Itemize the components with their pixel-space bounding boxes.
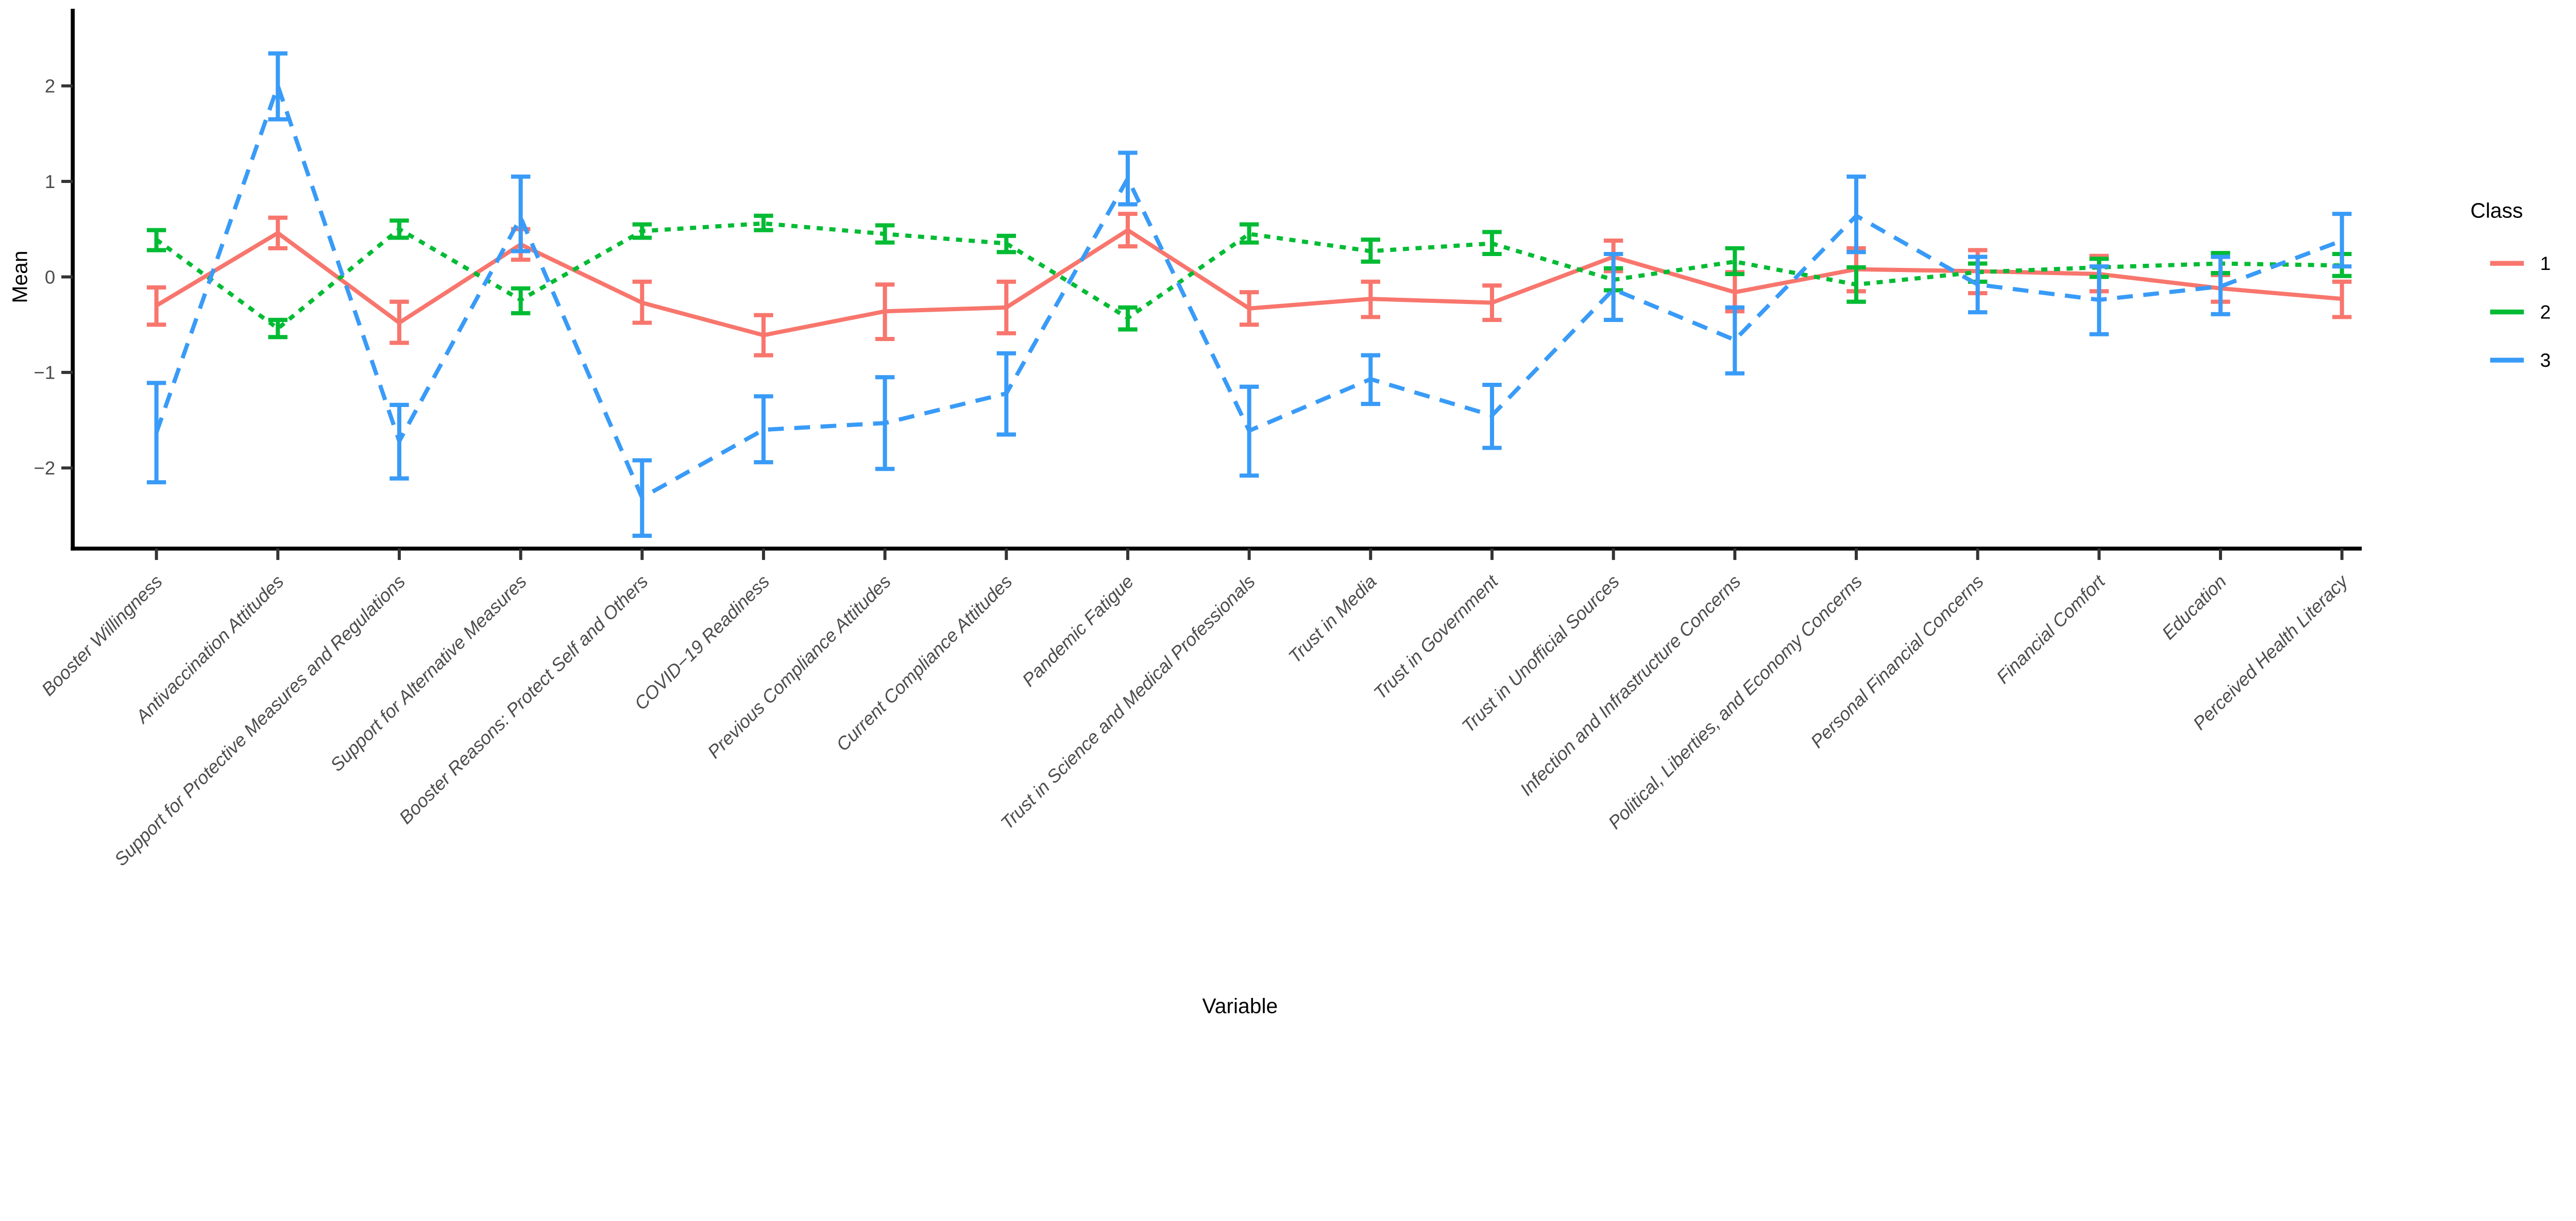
axes xyxy=(71,9,2362,551)
x-tick-label: Support for Protective Measures and Regu… xyxy=(110,571,409,870)
error-bar xyxy=(268,317,288,340)
x-tick-label: Booster Willingness xyxy=(38,571,166,700)
error-bar xyxy=(2332,212,2352,269)
error-bar xyxy=(268,51,288,122)
error-bar xyxy=(754,213,773,232)
y-tick-label: 2 xyxy=(45,75,55,96)
y-tick-label: 0 xyxy=(45,266,55,287)
error-bar xyxy=(1603,251,1623,322)
series-line-class-2 xyxy=(155,221,2342,331)
error-bar xyxy=(2211,255,2230,316)
error-bar xyxy=(1239,222,1259,245)
legend-title: Class xyxy=(2470,199,2523,223)
y-axis-title: Mean xyxy=(8,250,32,303)
y-tick-label: −1 xyxy=(33,362,55,383)
error-bar xyxy=(1725,305,1745,376)
error-bar xyxy=(511,174,531,253)
x-tick-label: Education xyxy=(2158,571,2231,644)
x-tick-label: COVID−19 Readiness xyxy=(631,571,774,714)
series-class-3 xyxy=(146,51,2352,538)
x-axis-title: Variable xyxy=(1202,994,1278,1017)
x-tick-label: Trust in Media xyxy=(1284,571,1380,667)
error-bar xyxy=(2332,279,2352,319)
series-layer xyxy=(146,51,2352,538)
legend-label-class-3: 3 xyxy=(2540,349,2551,371)
error-bar xyxy=(754,394,773,465)
error-bar xyxy=(1968,255,1988,315)
error-bar xyxy=(146,285,166,327)
x-tick-label: Pandemic Fatigue xyxy=(1018,571,1138,691)
x-tick-label: Trust in Science and Medical Professiona… xyxy=(997,571,1259,833)
y-tick-label: 1 xyxy=(45,171,55,192)
legend-label-class-2: 2 xyxy=(2540,301,2551,323)
error-bar xyxy=(1725,246,1745,276)
error-bar xyxy=(996,233,1016,255)
x-tick-label: Infection and Infrastructure Concerns xyxy=(1516,571,1745,800)
x-tick-label: Financial Comfort xyxy=(1992,570,2110,688)
x-tick-label: Support for Alternative Measures xyxy=(326,571,531,775)
legend-label-class-1: 1 xyxy=(2540,252,2551,274)
x-tick-label: Trust in Government xyxy=(1370,570,1503,703)
y-tick-label: −2 xyxy=(33,457,55,479)
series-line-class-3 xyxy=(154,79,2343,501)
x-tick-label: Booster Reasons: Protect Self and Others xyxy=(395,571,652,828)
series-class-2 xyxy=(146,213,2352,340)
legend: Class 1 2 3 xyxy=(2470,199,2551,371)
figure: 2 1 0 −1 −2 Booster Willingness Antivaccinatio… xyxy=(8,9,2551,1018)
x-tick-label: Political, Liberties, and Economy Concer… xyxy=(1604,571,1867,833)
